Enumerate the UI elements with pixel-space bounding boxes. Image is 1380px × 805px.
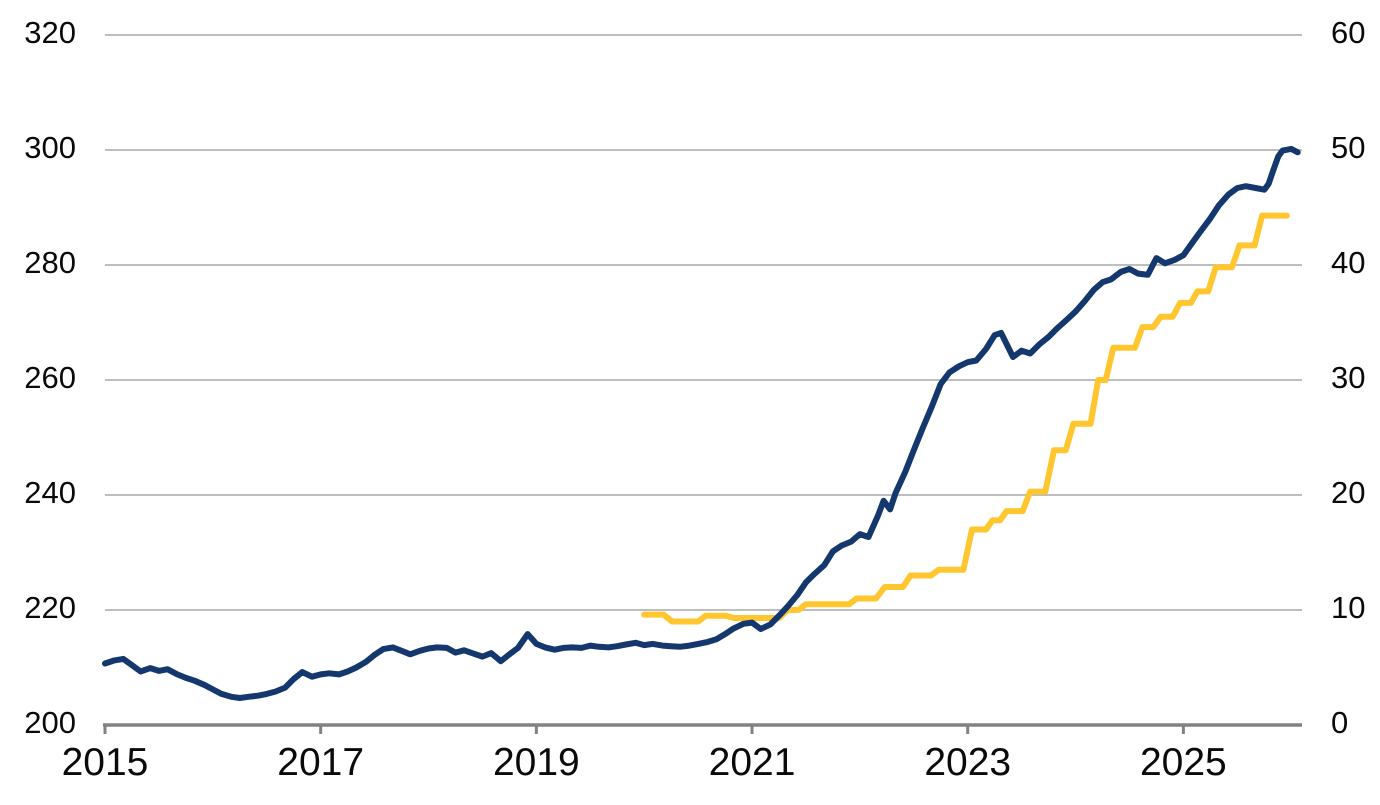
right-axis-tick-label: 40 <box>1331 245 1365 280</box>
x-axis-tick-label: 2017 <box>277 741 364 784</box>
x-axis-tick-label: 2019 <box>493 741 580 784</box>
right-axis-tick-label: 20 <box>1331 475 1365 510</box>
left-axis-tick-label: 240 <box>24 475 76 510</box>
x-axis-tick-label: 2021 <box>709 741 796 784</box>
left-axis-tick-label: 280 <box>24 245 76 280</box>
right-axis-tick-label: 60 <box>1331 15 1365 50</box>
series-navy-index-line <box>102 145 1301 701</box>
left-axis-tick-label: 260 <box>24 360 76 395</box>
left-axis-tick-label: 320 <box>24 15 76 50</box>
x-axis-tick-label: 2023 <box>924 741 1011 784</box>
right-axis-tick-label: 10 <box>1331 590 1365 625</box>
left-axis-tick-label: 220 <box>24 590 76 625</box>
left-axis-tick-label: 200 <box>24 705 76 740</box>
right-axis-tick-label: 0 <box>1331 705 1348 740</box>
series-yellow-stepped-rate-line <box>641 212 1290 625</box>
x-axis-tick-label: 2025 <box>1140 741 1227 784</box>
x-axis-tick-label: 2015 <box>62 741 149 784</box>
right-axis-tick-label: 30 <box>1331 360 1365 395</box>
left-axis-tick-label: 300 <box>24 130 76 165</box>
right-axis-tick-label: 50 <box>1331 130 1365 165</box>
